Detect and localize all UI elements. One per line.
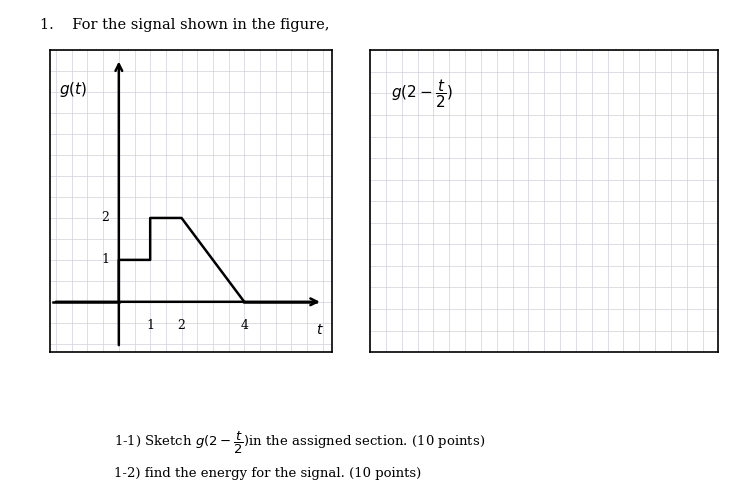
- Text: 1: 1: [146, 319, 154, 332]
- Text: 2: 2: [177, 319, 185, 332]
- Text: 1.    For the signal shown in the figure,: 1. For the signal shown in the figure,: [40, 18, 330, 32]
- Text: 1-2) find the energy for the signal. (10 points): 1-2) find the energy for the signal. (10…: [114, 467, 421, 480]
- Text: 2: 2: [102, 211, 109, 224]
- Text: $g(2-\dfrac{t}{2})$: $g(2-\dfrac{t}{2})$: [391, 77, 453, 110]
- Text: 1: 1: [101, 254, 109, 267]
- Text: $t$: $t$: [316, 323, 323, 337]
- Text: 4: 4: [240, 319, 248, 332]
- Text: $g(t)$: $g(t)$: [59, 79, 87, 99]
- Text: 1-1) Sketch $g(2 - \dfrac{t}{2})$in the assigned section. (10 points): 1-1) Sketch $g(2 - \dfrac{t}{2})$in the …: [114, 430, 485, 456]
